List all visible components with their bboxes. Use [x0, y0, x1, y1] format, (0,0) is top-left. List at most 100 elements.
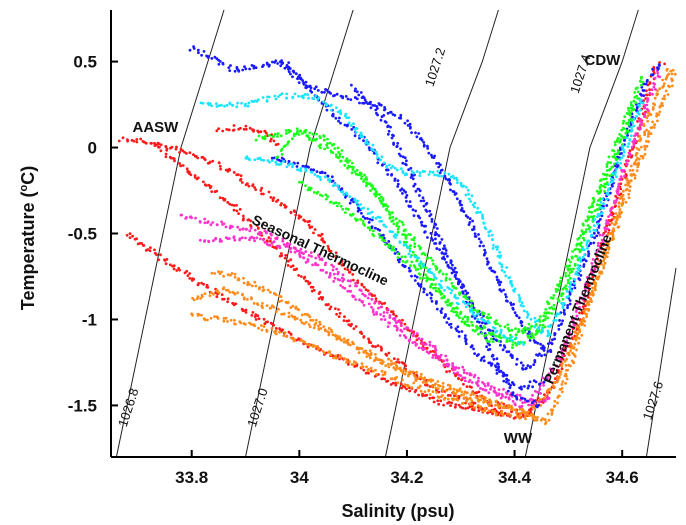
- data-point: [293, 317, 297, 321]
- data-point: [443, 244, 446, 248]
- data-point: [348, 159, 351, 163]
- data-point: [469, 345, 473, 349]
- data-point: [322, 351, 326, 355]
- data-point: [224, 225, 228, 229]
- data-point: [356, 218, 359, 222]
- data-point: [384, 243, 387, 246]
- data-point: [534, 340, 538, 344]
- data-point: [333, 333, 337, 337]
- data-point: [292, 132, 296, 136]
- data-point: [635, 151, 639, 155]
- data-point: [609, 213, 612, 217]
- data-point: [414, 131, 417, 135]
- data-point: [564, 372, 568, 376]
- data-point: [269, 139, 272, 143]
- data-point: [333, 147, 337, 150]
- data-point: [289, 246, 293, 250]
- data-point: [304, 184, 307, 188]
- data-point: [397, 260, 401, 264]
- data-point: [312, 168, 315, 172]
- data-point: [648, 81, 652, 85]
- data-point: [578, 330, 582, 334]
- data-point: [257, 134, 261, 138]
- data-point: [280, 147, 284, 151]
- data-point: [646, 135, 650, 138]
- data-point: [549, 341, 553, 345]
- data-point: [502, 387, 505, 391]
- data-point: [645, 93, 649, 97]
- data-point: [323, 171, 327, 175]
- data-point: [567, 258, 571, 262]
- data-point: [592, 214, 596, 218]
- data-point: [230, 203, 234, 207]
- data-point: [380, 305, 384, 309]
- data-point: [543, 393, 546, 396]
- data-point: [565, 296, 569, 299]
- data-point: [420, 337, 424, 341]
- data-point: [410, 329, 413, 333]
- data-point: [536, 391, 540, 394]
- data-point: [440, 238, 444, 241]
- data-point: [291, 264, 295, 268]
- data-point: [362, 368, 366, 372]
- data-point: [575, 314, 579, 318]
- data-point: [394, 314, 398, 318]
- data-point: [410, 260, 414, 264]
- data-point: [673, 72, 677, 76]
- data-point: [401, 378, 404, 382]
- data-point: [541, 327, 544, 331]
- data-point: [424, 266, 428, 270]
- data-point: [442, 403, 445, 407]
- data-point: [285, 165, 289, 169]
- data-point: [343, 267, 347, 271]
- data-point: [208, 160, 212, 164]
- data-point: [422, 290, 426, 294]
- data-point: [355, 90, 359, 94]
- data-point: [414, 388, 418, 392]
- data-point: [402, 368, 406, 372]
- data-point: [465, 385, 469, 388]
- y-tick-label: 0.5: [73, 53, 97, 72]
- data-point: [259, 158, 263, 162]
- data-point: [238, 228, 242, 232]
- data-point: [472, 347, 475, 351]
- data-point: [445, 261, 448, 264]
- data-point: [268, 290, 272, 294]
- data-point: [622, 197, 625, 201]
- data-point: [639, 98, 643, 102]
- data-point: [535, 331, 539, 335]
- data-point: [605, 173, 609, 177]
- data-point: [388, 230, 392, 233]
- data-point: [367, 341, 371, 344]
- data-point: [473, 201, 477, 205]
- data-point: [476, 312, 480, 316]
- data-point: [215, 57, 219, 61]
- data-point: [395, 328, 399, 332]
- data-point: [640, 85, 644, 89]
- data-point: [455, 271, 458, 274]
- data-point: [473, 406, 477, 410]
- data-point: [565, 344, 568, 348]
- data-point: [493, 410, 496, 413]
- data-point: [332, 201, 336, 205]
- x-tick-label: 34.2: [390, 468, 423, 487]
- data-point: [390, 136, 394, 140]
- data-point: [330, 175, 334, 179]
- data-point: [415, 332, 419, 335]
- data-point: [261, 136, 264, 139]
- data-point: [244, 127, 248, 131]
- data-point: [405, 159, 408, 163]
- data-point: [197, 51, 200, 55]
- data-point: [338, 354, 342, 357]
- data-point: [234, 322, 237, 326]
- data-point: [532, 363, 536, 366]
- data-point: [258, 230, 262, 234]
- data-point: [422, 343, 426, 346]
- data-point: [449, 182, 452, 186]
- data-point: [526, 386, 530, 390]
- data-point: [572, 282, 576, 285]
- data-point: [222, 198, 226, 202]
- data-point: [404, 370, 408, 373]
- data-point: [348, 213, 352, 217]
- data-point: [317, 327, 321, 330]
